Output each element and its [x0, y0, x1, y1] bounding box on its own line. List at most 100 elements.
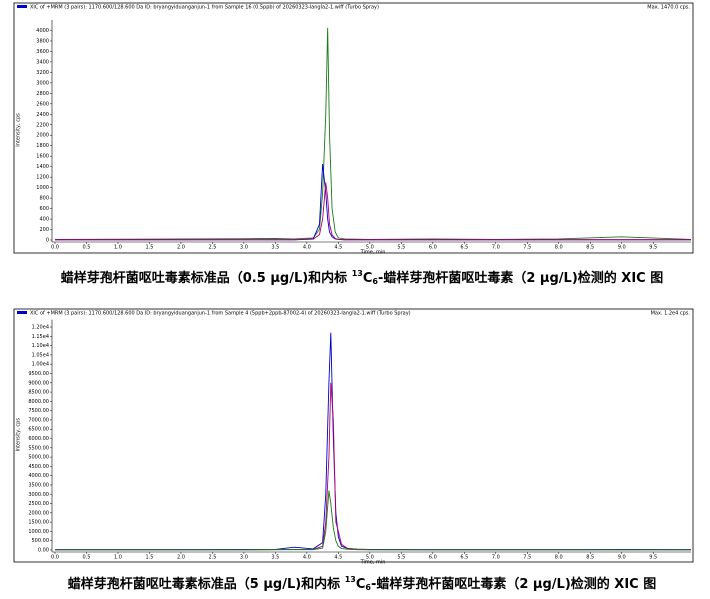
- caption-part: -蜡样芽孢杆菌呕吐毒素（2 μg/L)检测的 XIC 图: [371, 576, 656, 592]
- x-tick-label: 9.0: [618, 555, 626, 561]
- x-tick-label: 4.5: [334, 555, 342, 561]
- max-label: Max. 1.2e4 cps.: [651, 311, 691, 317]
- series-line: [55, 182, 691, 241]
- y-tick-label: 1.05e4: [32, 352, 49, 358]
- y-tick-label: 3200: [36, 70, 49, 76]
- x-tick-label: 8.5: [586, 245, 594, 251]
- y-tick-label: 9500.00: [28, 371, 49, 377]
- legend-swatch: [17, 5, 27, 8]
- caption-part: 蜡样芽孢杆菌呕吐毒素标准品（0.5 μg/L)和内标: [61, 270, 352, 286]
- x-tick-label: 3.5: [271, 555, 279, 561]
- x-axis-label: Time, min: [360, 250, 386, 256]
- x-tick-label: 0.0: [51, 555, 59, 561]
- y-tick-label: 7000.00: [28, 417, 49, 423]
- x-tick-label: 1.0: [114, 555, 122, 561]
- y-tick-label: 3000.00: [28, 492, 49, 498]
- y-tick-label: 600: [39, 206, 49, 212]
- x-tick-label: 8.5: [586, 555, 594, 561]
- y-tick-label: 800: [39, 196, 49, 202]
- x-tick-label: 6.0: [429, 245, 437, 251]
- x-tick-label: 5.5: [397, 555, 405, 561]
- y-tick-label: 9000.00: [28, 380, 49, 386]
- y-tick-label: 1400: [36, 164, 49, 170]
- x-tick-label: 0.5: [83, 245, 91, 251]
- y-tick-label: 200: [39, 227, 49, 233]
- y-tick-label: 2800: [36, 91, 49, 97]
- x-tick-label: 7.5: [523, 555, 531, 561]
- x-tick-label: 6.0: [429, 555, 437, 561]
- x-tick-label: 4.5: [334, 245, 342, 251]
- caption-part: 13: [345, 575, 356, 584]
- x-tick-label: 8.0: [555, 245, 563, 251]
- y-tick-label: 3500.00: [28, 482, 49, 488]
- x-tick-label: 0.5: [83, 555, 91, 561]
- x-tick-label: 1.5: [145, 245, 153, 251]
- caption-part: C: [363, 271, 373, 286]
- y-tick-label: 8500.00: [28, 390, 49, 396]
- x-axis-label: Time, min: [360, 560, 386, 566]
- caption-part: 6: [372, 277, 378, 286]
- x-tick-label: 7.0: [492, 555, 500, 561]
- y-tick-label: 1.10e4: [32, 343, 49, 349]
- x-tick-label: 5.5: [397, 245, 405, 251]
- y-axis-label: Intensity, cps: [16, 113, 22, 147]
- x-tick-label: 6.5: [460, 555, 468, 561]
- caption-part: 6: [365, 583, 371, 592]
- header-text: XIC of +MRM (3 pairs): 1170.600/128.600 …: [30, 311, 411, 317]
- y-tick-label: 3800: [36, 38, 49, 44]
- y-tick-label: 0: [46, 238, 49, 244]
- y-tick-label: 2400: [36, 112, 49, 118]
- y-tick-label: 1.15e4: [32, 334, 49, 340]
- y-tick-label: 4000: [36, 28, 49, 34]
- caption-part: 13: [352, 269, 363, 278]
- caption-part: 蜡样芽孢杆菌呕吐毒素标准品（5 μg/L)和内标: [68, 576, 345, 592]
- y-tick-label: 7500.00: [28, 408, 49, 414]
- y-tick-label: 500.00: [32, 538, 50, 544]
- y-tick-label: 1800: [36, 143, 49, 149]
- y-tick-label: 2000: [36, 133, 49, 139]
- caption: 蜡样芽孢杆菌呕吐毒素标准品（0.5 μg/L)和内标 13C6-蜡样芽孢杆菌呕吐…: [61, 269, 663, 286]
- x-tick-label: 9.5: [649, 555, 657, 561]
- y-tick-label: 4000.00: [28, 473, 49, 479]
- y-tick-label: 2200: [36, 122, 49, 128]
- y-tick-label: 6500.00: [28, 427, 49, 433]
- y-tick-label: 6000.00: [28, 436, 49, 442]
- x-tick-label: 3.5: [271, 245, 279, 251]
- y-tick-label: 3600: [36, 49, 49, 55]
- y-tick-label: 1200: [36, 175, 49, 181]
- y-tick-label: 0.00: [38, 548, 49, 554]
- x-tick-label: 2.0: [177, 555, 185, 561]
- x-tick-label: 9.5: [649, 245, 657, 251]
- legend-swatch: [17, 311, 27, 314]
- caption-part: C: [356, 577, 366, 592]
- x-tick-label: 2.0: [177, 245, 185, 251]
- x-tick-label: 7.5: [523, 245, 531, 251]
- x-tick-label: 2.5: [208, 555, 216, 561]
- y-tick-label: 2600: [36, 101, 49, 107]
- x-tick-label: 0.0: [51, 245, 59, 251]
- y-tick-label: 4500.00: [28, 464, 49, 470]
- y-tick-label: 8000.00: [28, 399, 49, 405]
- y-tick-label: 1.20e4: [32, 325, 49, 331]
- x-tick-label: 9.0: [618, 245, 626, 251]
- x-tick-label: 2.5: [208, 245, 216, 251]
- y-tick-label: 1000.00: [28, 529, 49, 535]
- chart-frame: [13, 2, 694, 254]
- chart-panel: XIC of +MRM (3 pairs): 1170.600/128.600 …: [13, 308, 694, 566]
- series-line: [55, 490, 691, 551]
- y-axis-label: Intensity, cps: [16, 418, 22, 452]
- y-tick-label: 3000: [36, 80, 49, 86]
- chart-frame: [13, 308, 694, 563]
- x-tick-label: 3.0: [240, 555, 248, 561]
- header-text: XIC of +MRM (3 pairs): 1170.600/128.600 …: [30, 5, 379, 11]
- y-tick-label: 1600: [36, 154, 49, 160]
- chart-panel: XIC of +MRM (3 pairs): 1170.600/128.600 …: [13, 2, 694, 256]
- y-tick-label: 5500.00: [28, 445, 49, 451]
- y-tick-label: 2500.00: [28, 501, 49, 507]
- caption-part: -蜡样芽孢杆菌呕吐毒素（2 μg/L)检测的 XIC 图: [378, 270, 663, 286]
- x-tick-label: 4.0: [303, 555, 311, 561]
- y-tick-label: 3400: [36, 59, 49, 65]
- x-tick-label: 6.5: [460, 245, 468, 251]
- x-tick-label: 5.0: [366, 555, 374, 561]
